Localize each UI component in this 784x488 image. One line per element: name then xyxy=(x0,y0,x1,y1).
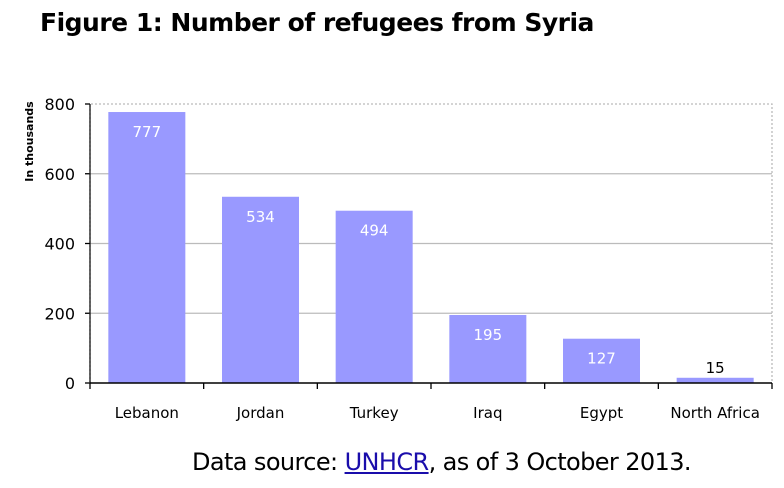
bar xyxy=(563,338,640,383)
data-label: 15 xyxy=(706,359,725,377)
source-suffix: , as of 3 October 2013. xyxy=(428,448,692,476)
x-tick-label: Egypt xyxy=(580,404,623,422)
data-label: 534 xyxy=(246,208,275,226)
bar-chart: 0 200 400 600 800 777 Lebanon 534 Jordan 494 Turke… xyxy=(23,95,773,422)
unhcr-link[interactable]: UNHCR xyxy=(344,448,430,476)
data-label: 494 xyxy=(360,222,389,240)
x-tick-label: Lebanon xyxy=(115,404,179,422)
y-tick-label: 200 xyxy=(44,304,75,323)
y-tick-label: 800 xyxy=(44,95,75,114)
y-tick-label: 600 xyxy=(44,165,75,184)
data-label: 777 xyxy=(133,123,162,141)
data-label: 127 xyxy=(587,350,616,368)
y-tick-label: 0 xyxy=(65,374,75,393)
chart-title: Figure 1: Number of refugees from Syria xyxy=(40,8,594,37)
x-tick-label: Jordan xyxy=(236,404,285,422)
source-prefix: Data source: xyxy=(192,448,345,476)
x-tick-label: Iraq xyxy=(473,404,502,422)
bar xyxy=(335,210,413,383)
bar xyxy=(676,377,754,383)
data-label: 195 xyxy=(474,326,503,344)
y-axis-label: In thousands xyxy=(23,101,36,182)
y-tick-label: 400 xyxy=(44,235,75,254)
x-tick-label: Turkey xyxy=(349,404,399,422)
bar xyxy=(222,196,299,383)
x-tick-label: North Africa xyxy=(670,404,760,422)
bar xyxy=(449,314,527,383)
data-source-note: Data source: UNHCR, as of 3 October 2013… xyxy=(192,448,692,476)
plot-border xyxy=(89,103,773,383)
bar xyxy=(108,112,186,384)
